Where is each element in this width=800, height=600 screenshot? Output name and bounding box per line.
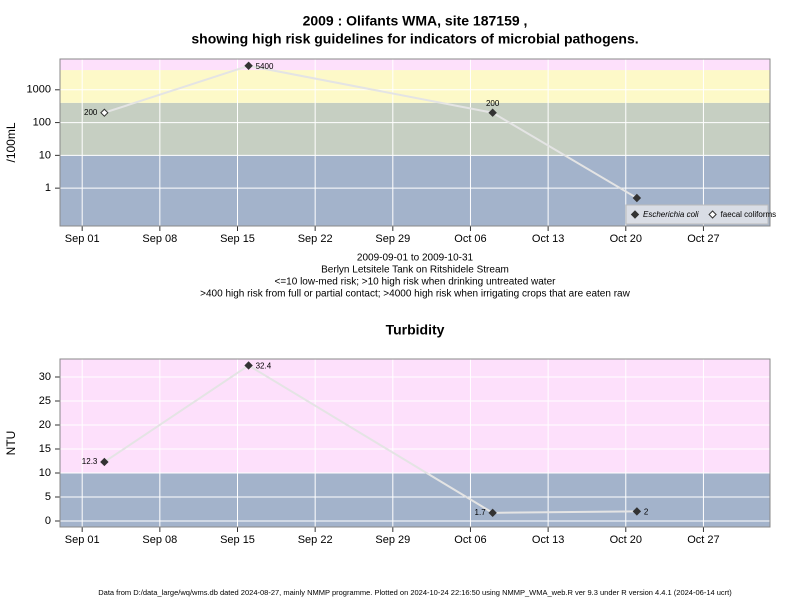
point	[488, 108, 497, 117]
y-tick-label: 10	[39, 149, 51, 161]
legend: Escherichia coli faecal coliforms	[625, 204, 777, 225]
connector	[103, 364, 250, 463]
legend-box	[625, 204, 769, 225]
point	[632, 193, 642, 203]
connector	[248, 364, 494, 514]
x-tick-label: Oct 06	[454, 233, 486, 245]
y-tick-label: 30	[39, 371, 51, 383]
y-tick-label: 25	[39, 395, 51, 407]
y-tick-label: 1000	[27, 84, 51, 96]
connector	[104, 64, 249, 114]
y-tick-label: 15	[39, 443, 51, 455]
subtitle: <=10 low-med risk; >10 high risk when dr…	[275, 277, 557, 288]
point	[488, 508, 497, 518]
chart-title: Turbidity	[386, 322, 445, 338]
point-label: 32.4	[256, 362, 272, 371]
risk-band	[60, 102, 770, 156]
legend-label: faecal coliforms	[721, 210, 777, 219]
x-tick-label: Oct 06	[454, 534, 486, 546]
x-tick-label: Sep 08	[142, 233, 177, 245]
legend-marker	[708, 210, 717, 219]
connector	[492, 510, 637, 514]
footer: Data from D:/data_large/wq/wms.db dated …	[98, 588, 732, 597]
y-axis-label: NTU	[4, 431, 18, 456]
y-axis-label: /100mL	[4, 122, 18, 162]
x-tick-label: Oct 27	[687, 534, 719, 546]
point-label: 1.7	[475, 508, 487, 517]
plot-border	[59, 58, 771, 227]
x-tick-label: Oct 27	[687, 233, 719, 245]
x-tick-label: Sep 01	[65, 233, 100, 245]
x-tick-label: Sep 22	[298, 233, 333, 245]
risk-band	[60, 473, 770, 527]
x-tick-label: Oct 13	[532, 534, 564, 546]
point-label: 2	[644, 508, 649, 517]
point-label: 200	[486, 99, 500, 108]
connector	[248, 64, 493, 114]
point	[244, 61, 253, 70]
x-tick-label: Sep 08	[142, 534, 177, 546]
subtitle: 2009-09-01 to 2009-10-31	[357, 253, 474, 264]
x-tick-label: Sep 15	[220, 233, 255, 245]
risk-band	[60, 59, 770, 71]
x-tick-label: Sep 29	[375, 233, 410, 245]
legend-marker	[630, 210, 640, 219]
x-tick-label: Sep 22	[298, 534, 333, 546]
point	[100, 108, 109, 117]
point	[244, 361, 253, 370]
y-tick-label: 5	[45, 491, 51, 503]
chart-title: 2009 : Olifants WMA, site 187159 ,	[303, 13, 528, 29]
legend-label: Escherichia coli	[643, 210, 699, 219]
subtitle: >400 high risk from full or partial cont…	[200, 289, 630, 300]
risk-band	[60, 359, 770, 473]
point-label: 5400	[256, 62, 274, 71]
x-tick-label: Oct 20	[610, 233, 642, 245]
x-tick-label: Oct 13	[532, 233, 564, 245]
y-tick-label: 0	[45, 515, 51, 527]
connector	[492, 111, 638, 199]
point	[100, 457, 109, 467]
point	[632, 507, 642, 516]
x-tick-label: Sep 01	[65, 534, 100, 546]
subtitle: Berlyn Letsitele Tank on Ritshidele Stre…	[321, 265, 509, 276]
x-tick-label: Sep 29	[375, 534, 410, 546]
chart-title: showing high risk guidelines for indicat…	[191, 31, 638, 47]
y-tick-label: 20	[39, 419, 51, 431]
y-tick-label: 10	[39, 467, 51, 479]
x-tick-label: Oct 20	[610, 534, 642, 546]
plot-border	[59, 358, 771, 528]
y-tick-label: 1	[45, 182, 51, 194]
point-label: 12.3	[82, 457, 98, 466]
y-tick-label: 100	[33, 116, 51, 128]
point-label: 200	[84, 108, 98, 117]
x-tick-label: Sep 15	[220, 534, 255, 546]
